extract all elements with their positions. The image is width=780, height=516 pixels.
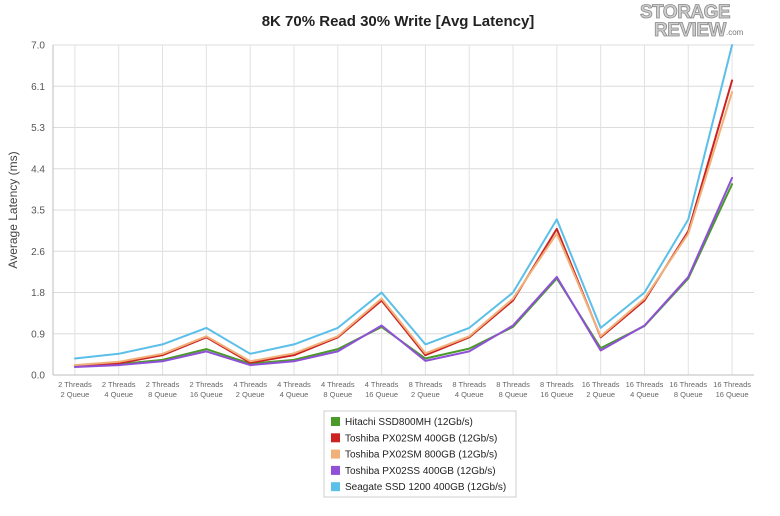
x-tick-label-queue: 16 Queue <box>716 390 749 399</box>
x-tick-label-queue: 4 Queue <box>280 390 309 399</box>
legend-box <box>323 410 517 498</box>
x-tick-label-queue: 2 Queue <box>236 390 265 399</box>
x-tick-label-queue: 4 Queue <box>630 390 659 399</box>
y-tick-label: 7.0 <box>31 41 45 52</box>
y-tick-label: 0.0 <box>31 371 45 382</box>
x-tick-label-threads: 4 Threads <box>233 380 267 389</box>
y-tick-label: 5.3 <box>31 123 45 134</box>
x-tick-label-queue: 8 Queue <box>148 390 177 399</box>
x-tick-label-threads: 16 Threads <box>669 380 707 389</box>
x-tick-label-threads: 2 Threads <box>58 380 92 389</box>
legend-swatch <box>331 417 340 426</box>
storagereview-logo: STORAGE REVIEW .com <box>640 2 744 42</box>
x-tick-label-threads: 16 Threads <box>626 380 664 389</box>
series-lines <box>73 44 734 368</box>
grid-lines <box>52 44 754 376</box>
legend-entry: Toshiba PX02SM 400GB (12Gb/s) <box>345 433 497 444</box>
x-tick-label-queue: 16 Queue <box>540 390 573 399</box>
y-tick-labels: 0.0 0.9 1.8 2.6 3.5 4.4 5.3 6.1 7.0 <box>31 41 45 382</box>
logo-line-2: REVIEW <box>654 20 727 41</box>
series-line-2 <box>73 79 734 367</box>
x-tick-label-queue: 8 Queue <box>499 390 528 399</box>
legend-entry: Toshiba PX02SS 400GB (12Gb/s) <box>345 466 496 477</box>
series-line-1 <box>73 183 734 368</box>
y-tick-label: 3.5 <box>31 206 45 217</box>
x-tick-label-queue: 4 Queue <box>104 390 133 399</box>
x-tick-label-queue: 8 Queue <box>323 390 352 399</box>
y-axis-label: Average Latency (ms) <box>6 151 20 268</box>
legend-swatch <box>331 465 340 475</box>
x-tick-label-threads: 2 Threads <box>146 380 180 389</box>
x-tick-label-queue: 2 Queue <box>61 390 90 399</box>
y-tick-label: 6.1 <box>31 82 45 93</box>
legend-swatch <box>331 449 340 459</box>
x-tick-label-queue: 16 Queue <box>190 390 223 399</box>
y-tick-label: 2.6 <box>31 247 45 258</box>
legend-swatch <box>331 433 340 443</box>
x-tick-label-queue: 8 Queue <box>674 390 703 399</box>
x-tick-label-threads: 8 Threads <box>496 380 530 389</box>
x-tick-label-threads: 4 Threads <box>321 380 355 389</box>
x-tick-label-queue: 4 Queue <box>455 390 484 399</box>
x-tick-label-threads: 4 Threads <box>365 380 399 389</box>
series-line-5 <box>73 44 734 360</box>
logo-line-1: STORAGE <box>640 2 730 23</box>
x-tick-label-threads: 16 Threads <box>713 380 751 389</box>
x-tick-label-threads: 16 Threads <box>582 380 620 389</box>
x-tick-label-threads: 2 Threads <box>190 380 224 389</box>
logo-suffix: .com <box>726 28 744 37</box>
x-tick-label-queue: 16 Queue <box>365 390 398 399</box>
chart-title: 8K 70% Read 30% Write [Avg Latency] <box>262 13 535 30</box>
x-tick-label-threads: 4 Threads <box>277 380 311 389</box>
legend-entry: Hitachi SSD800MH (12Gb/s) <box>345 417 473 428</box>
series-line-4 <box>73 176 734 368</box>
series-line-3 <box>73 91 734 367</box>
y-tick-label: 4.4 <box>31 164 45 175</box>
x-tick-label-queue: 2 Queue <box>586 390 615 399</box>
x-tick-label-threads: 8 Threads <box>452 380 486 389</box>
legend: Hitachi SSD800MH (12Gb/s) Toshiba PX02SM … <box>323 410 517 498</box>
x-tick-label-queue: 2 Queue <box>411 390 440 399</box>
x-tick-label-threads: 8 Threads <box>409 380 443 389</box>
y-tick-label: 1.8 <box>31 288 45 299</box>
legend-swatch <box>331 482 340 492</box>
legend-entry: Toshiba PX02SM 800GB (12Gb/s) <box>345 450 497 461</box>
y-tick-label: 0.9 <box>31 329 45 340</box>
legend-entry: Seagate SSD 1200 400GB (12Gb/s) <box>345 482 506 493</box>
x-tick-label-threads: 2 Threads <box>102 380 136 389</box>
x-tick-label-threads: 8 Threads <box>540 380 574 389</box>
